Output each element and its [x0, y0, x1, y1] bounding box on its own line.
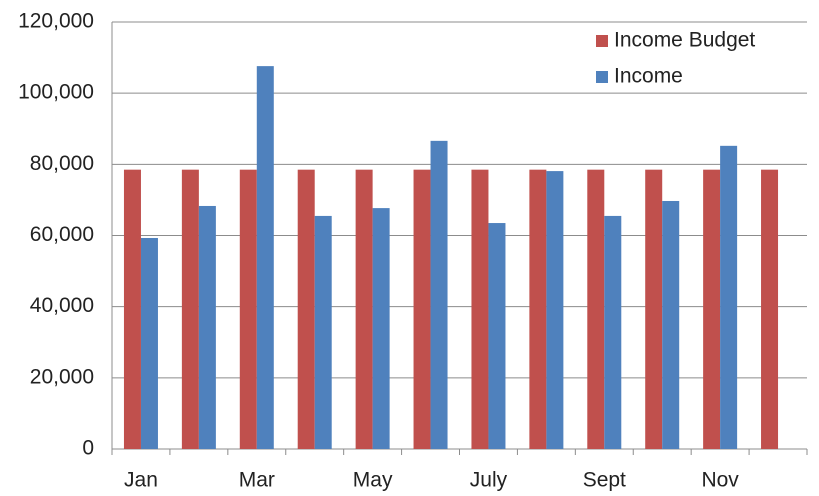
- bar: [355, 169, 373, 449]
- x-tick-label: Jan: [124, 469, 158, 492]
- bar: [256, 66, 274, 449]
- bar: [239, 169, 257, 449]
- bar: [587, 169, 605, 449]
- bar: [140, 237, 158, 449]
- bar: [546, 171, 564, 449]
- x-tick-label: Mar: [239, 469, 275, 492]
- bar: [662, 200, 680, 449]
- x-tick-label: May: [353, 469, 393, 492]
- bar: [123, 169, 141, 449]
- y-tick-label: 40,000: [30, 294, 94, 317]
- bar: [198, 205, 216, 449]
- bar: [430, 140, 448, 449]
- bar: [720, 145, 738, 449]
- bar: [413, 169, 431, 449]
- x-tick-label: Sept: [583, 469, 626, 492]
- bar: [471, 169, 489, 449]
- y-tick-label: 20,000: [30, 365, 94, 388]
- bar: [488, 223, 506, 449]
- y-tick-label: 80,000: [30, 152, 94, 175]
- bar: [297, 169, 315, 449]
- bar: [703, 169, 721, 449]
- legend-swatch: [596, 71, 608, 83]
- x-tick-label: July: [470, 469, 508, 492]
- bar: [372, 208, 390, 449]
- y-tick-label: 60,000: [30, 223, 94, 246]
- bar: [529, 169, 547, 449]
- y-tick-label: 100,000: [18, 81, 94, 104]
- bar: [761, 169, 779, 449]
- x-tick-label: Nov: [701, 469, 739, 492]
- bar: [314, 215, 332, 449]
- bar: [645, 169, 663, 449]
- bar: [604, 215, 622, 449]
- y-tick-label: 0: [82, 437, 94, 460]
- y-tick-label: 120,000: [18, 10, 94, 33]
- bar: [181, 169, 199, 449]
- legend-swatch: [596, 35, 608, 47]
- legend-label: Income: [614, 65, 683, 88]
- legend-label: Income Budget: [614, 29, 755, 52]
